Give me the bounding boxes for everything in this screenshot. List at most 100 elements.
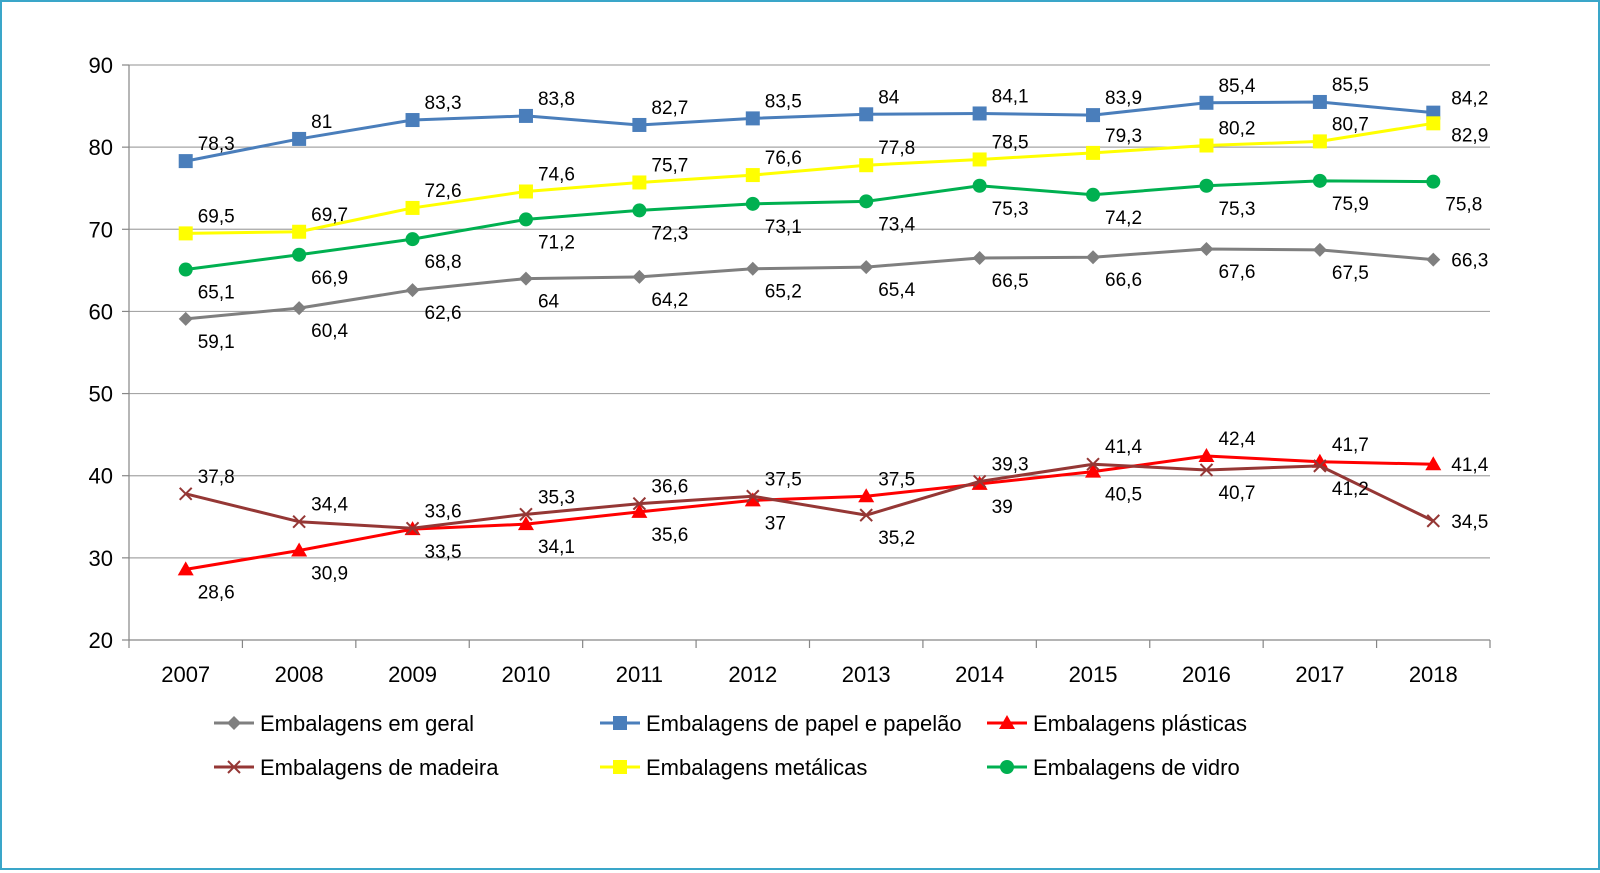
data-point (972, 152, 987, 167)
data-point (179, 487, 193, 501)
data-labels: 59,1 60,4 62,6 64 64,2 65,2 65,4 66,5 66,6 67,6 67… (198, 75, 1489, 603)
data-point (1312, 134, 1327, 149)
data-label: 84 (878, 87, 900, 108)
data-point (518, 212, 533, 227)
data-point (518, 108, 533, 123)
data-point (1199, 463, 1214, 477)
legend-swatch-marker (613, 716, 627, 730)
data-label: 69,5 (198, 206, 235, 227)
x-tick-label-2007: 2007 (161, 662, 210, 687)
data-point (972, 474, 987, 489)
legend-label: Embalagens em geral (260, 711, 474, 736)
data-point (859, 194, 874, 209)
data-point (178, 226, 193, 241)
data-point (405, 113, 420, 128)
data-label: 62,6 (425, 303, 462, 324)
y-tick-label-40: 40 (89, 464, 113, 489)
data-point (632, 203, 647, 218)
data-label: 33,5 (425, 542, 462, 563)
data-label: 67,6 (1218, 262, 1255, 283)
data-label: 33,6 (425, 501, 462, 522)
data-point (1425, 456, 1442, 471)
data-point (1086, 145, 1101, 160)
legend-item-4: Embalagens metálicas (600, 755, 867, 780)
data-label: 76,6 (765, 148, 802, 169)
data-point (1426, 252, 1441, 267)
data-point (1086, 108, 1101, 123)
series-line (185, 179, 1434, 272)
series-line (185, 121, 1434, 235)
data-label: 39,3 (992, 454, 1029, 475)
data-point (178, 154, 193, 169)
data-label: 65,2 (765, 282, 802, 303)
data-label: 78,3 (198, 134, 235, 155)
data-label: 75,9 (1332, 194, 1369, 215)
data-label: 37 (765, 513, 786, 534)
data-label: 65,1 (198, 283, 235, 304)
data-point (631, 503, 648, 518)
data-label: 41,7 (1332, 435, 1369, 456)
data-point (1199, 242, 1214, 256)
data-label: 69,7 (311, 205, 348, 226)
legend-swatch-marker (999, 715, 1015, 729)
data-label: 77,8 (878, 138, 915, 159)
data-point (859, 260, 874, 275)
series-line (185, 462, 1434, 530)
data-label: 37,5 (765, 469, 802, 490)
legend-swatch-marker (1000, 760, 1014, 774)
data-label: 64 (538, 292, 560, 313)
y-tick-label-30: 30 (89, 546, 113, 571)
data-label: 35,3 (538, 487, 575, 508)
data-point (518, 271, 533, 286)
data-label: 41,2 (1332, 479, 1369, 500)
data-point (405, 521, 420, 535)
data-label: 36,6 (651, 477, 688, 498)
data-label: 78,5 (992, 132, 1029, 153)
data-label: 42,4 (1218, 429, 1255, 450)
data-label: 66,6 (1105, 270, 1142, 291)
data-point (519, 507, 533, 522)
data-point (744, 492, 761, 507)
data-point (1426, 174, 1441, 189)
data-label: 80,7 (1332, 114, 1369, 135)
series-group (177, 94, 1442, 576)
x-tick-label-2013: 2013 (842, 662, 891, 687)
data-point (1312, 94, 1327, 109)
data-label: 83,5 (765, 91, 802, 112)
legend-item-3: Embalagens de madeira (214, 755, 499, 780)
data-label: 60,4 (311, 321, 348, 342)
data-label: 73,4 (878, 214, 915, 235)
x-tick-label-2012: 2012 (728, 662, 777, 687)
data-point (745, 196, 760, 211)
data-label: 34,5 (1451, 512, 1488, 533)
data-point (859, 158, 874, 173)
series-0 (178, 242, 1441, 326)
data-label: 40,5 (1105, 485, 1142, 506)
data-label: 83,3 (425, 93, 462, 114)
data-point (291, 542, 308, 557)
y-tick-label-20: 20 (89, 628, 113, 653)
data-point (858, 488, 875, 503)
data-label: 85,5 (1332, 75, 1369, 96)
data-point (1312, 242, 1327, 257)
data-label: 39 (992, 497, 1013, 518)
data-point (1199, 138, 1214, 153)
data-label: 34,1 (538, 537, 575, 558)
data-label: 83,8 (538, 89, 575, 110)
data-label: 64,2 (651, 290, 688, 311)
data-label: 65,4 (878, 280, 915, 301)
data-point (632, 496, 647, 511)
data-label: 75,3 (1218, 199, 1255, 220)
y-tick-label-60: 60 (89, 299, 113, 324)
series-2 (177, 448, 1442, 576)
data-point (1198, 448, 1215, 462)
data-label: 68,8 (425, 252, 462, 273)
legend-item-0: Embalagens em geral (214, 711, 474, 736)
data-point (518, 184, 533, 199)
series-4 (178, 116, 1441, 241)
data-point (1199, 178, 1214, 193)
data-label: 66,3 (1451, 251, 1488, 272)
legend-label: Embalagens plásticas (1033, 711, 1247, 736)
y-tick-label-70: 70 (89, 217, 113, 242)
data-label: 75,8 (1445, 195, 1482, 216)
